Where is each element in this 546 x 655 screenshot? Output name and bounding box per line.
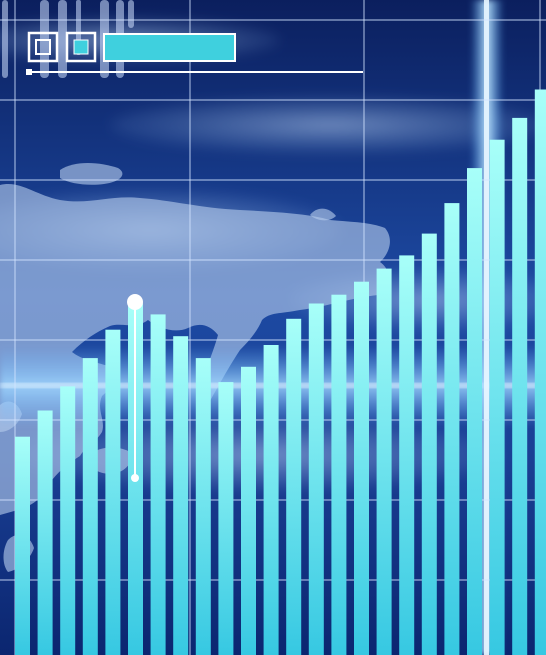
bar: [534, 89, 546, 655]
bar: [308, 303, 324, 655]
square-outline-icon: [27, 31, 59, 63]
bar: [399, 255, 415, 655]
bar: [37, 410, 53, 655]
strip-3: [58, 0, 67, 78]
bar: [241, 366, 256, 655]
strip-7: [128, 0, 134, 28]
marker-base-dot: [131, 474, 139, 482]
bar: [512, 117, 528, 655]
bar: [376, 268, 392, 655]
bar: [444, 203, 460, 655]
square-filled-icon: [65, 31, 97, 63]
bar: [286, 318, 302, 655]
bar: [15, 436, 30, 655]
bar: [467, 168, 482, 655]
bar: [60, 386, 76, 655]
bar: [331, 294, 347, 655]
bar: [150, 314, 166, 655]
timeline-start-dot: [26, 69, 32, 75]
square-filled-inner-icon: [73, 39, 89, 55]
marker-head-dot: [127, 294, 143, 310]
bar: [82, 358, 98, 655]
bar: [263, 345, 279, 655]
bar: [354, 281, 369, 655]
bar: [173, 336, 189, 655]
bar: [218, 382, 234, 655]
bar: [195, 358, 211, 655]
bar: [421, 233, 437, 655]
strip-1: [2, 0, 8, 78]
bar: [105, 329, 121, 655]
vertical-light-core: [484, 0, 489, 655]
progress-indicator-bar: [103, 33, 236, 62]
square-inner-icon: [35, 39, 51, 55]
marker-pin: [127, 294, 143, 482]
indicator-panel: [26, 31, 363, 75]
bar: [489, 139, 505, 655]
